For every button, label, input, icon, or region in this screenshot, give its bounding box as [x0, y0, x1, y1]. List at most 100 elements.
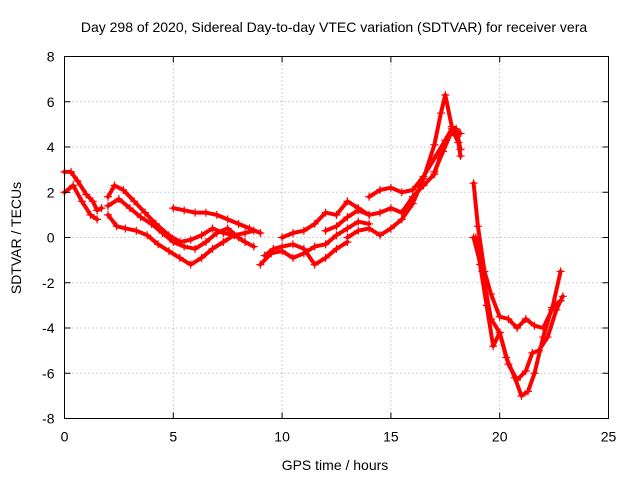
data-point-marker: [436, 109, 445, 118]
data-point-marker: [104, 210, 113, 219]
data-point-marker: [114, 195, 123, 204]
data-point-marker: [354, 217, 363, 226]
data-point-marker: [530, 321, 539, 330]
data-point-marker: [241, 228, 250, 237]
data-point-marker: [441, 90, 450, 99]
data-point-marker: [288, 240, 297, 249]
data-point-marker: [299, 244, 308, 253]
data-point-marker: [299, 226, 308, 235]
data-point-marker: [260, 251, 269, 260]
data-point-marker: [386, 183, 395, 192]
axis-ticks: 0 5 10 15 20 25 -8 -6 -4 -2 0 2 4 6 8: [42, 49, 616, 445]
data-point-marker: [530, 369, 539, 378]
data-point-marker: [556, 267, 565, 276]
chart-title: Day 298 of 2020, Sidereal Day-to-day VTE…: [81, 19, 587, 35]
data-point-marker: [256, 260, 265, 269]
data-point-marker: [408, 199, 417, 208]
data-point-marker: [201, 238, 210, 247]
data-point-marker: [132, 226, 141, 235]
data-point-marker: [212, 210, 221, 219]
data-point-marker: [208, 224, 217, 233]
data-point-marker: [343, 213, 352, 222]
data-point-marker: [73, 176, 82, 185]
data-point-marker: [513, 324, 522, 332]
x-tick-label: 20: [492, 429, 508, 445]
data-point-marker: [439, 147, 448, 156]
data-point-marker: [93, 206, 102, 215]
data-point-marker: [489, 342, 498, 351]
data-point-marker: [219, 238, 228, 247]
data-point-marker: [376, 231, 385, 240]
data-point-marker: [278, 242, 287, 251]
data-point-marker: [164, 247, 173, 256]
data-point-marker: [430, 167, 439, 176]
data-point-marker: [97, 204, 106, 213]
data-point-marker: [67, 167, 76, 176]
data-point-marker: [197, 231, 206, 240]
data-point-marker: [430, 154, 439, 163]
data-point-marker: [77, 197, 86, 206]
data-point-marker: [445, 131, 454, 140]
data-point-marker: [456, 152, 465, 161]
data-point-marker: [495, 312, 504, 321]
data-point-marker: [376, 208, 385, 217]
data-point-marker: [397, 215, 406, 224]
data-point-marker: [473, 222, 482, 231]
y-tick-label: -4: [42, 320, 55, 336]
data-point-marker: [143, 231, 152, 240]
data-point-marker: [321, 253, 330, 262]
data-point-marker: [486, 314, 495, 323]
data-point-marker: [223, 215, 232, 224]
data-point-marker: [452, 124, 461, 133]
data-point-marker: [288, 228, 297, 237]
data-point-marker: [343, 197, 352, 206]
data-point-marker: [456, 145, 465, 154]
data-point-marker: [343, 224, 352, 233]
data-point-marker: [186, 235, 195, 244]
x-tick-label: 0: [61, 429, 69, 445]
x-tick-label: 5: [169, 429, 177, 445]
y-tick-label: -8: [42, 411, 55, 427]
data-point-marker: [547, 303, 556, 312]
data-point-marker: [234, 219, 243, 228]
data-point-marker: [169, 238, 178, 247]
x-tick-label: 25: [601, 429, 617, 445]
data-point-marker: [408, 185, 417, 194]
data-point-marker: [136, 213, 145, 222]
data-point-marker: [386, 224, 395, 233]
data-point-marker: [256, 228, 265, 237]
data-point-marker: [191, 244, 200, 253]
series-group: [60, 90, 567, 400]
data-point-marker: [112, 222, 121, 231]
series-track-14: [471, 181, 563, 330]
data-point-marker: [208, 244, 217, 253]
data-point-marker: [556, 296, 565, 305]
data-point-marker: [119, 185, 128, 194]
data-point-marker: [186, 260, 195, 269]
data-point-marker: [104, 201, 113, 210]
y-tick-label: 8: [47, 49, 55, 65]
data-point-marker: [141, 208, 150, 217]
data-point-marker: [558, 292, 567, 301]
data-point-marker: [502, 353, 511, 362]
data-point-marker: [469, 179, 478, 188]
data-point-marker: [223, 224, 232, 233]
data-point-marker: [332, 222, 341, 231]
data-point-marker: [521, 314, 530, 323]
data-point-marker: [528, 348, 537, 357]
data-point-marker: [147, 219, 156, 228]
data-point-marker: [365, 224, 374, 233]
y-tick-label: -2: [42, 275, 55, 291]
data-point-marker: [125, 204, 134, 213]
y-tick-label: 6: [47, 94, 55, 110]
series-track-11: [345, 93, 463, 240]
data-point-marker: [386, 204, 395, 213]
data-point-marker: [517, 391, 526, 400]
data-point-marker: [469, 233, 478, 242]
data-point-marker: [354, 226, 363, 235]
data-point-marker: [430, 140, 439, 149]
data-point-marker: [180, 206, 189, 215]
data-point-marker: [365, 192, 374, 201]
data-point-marker: [191, 208, 200, 217]
